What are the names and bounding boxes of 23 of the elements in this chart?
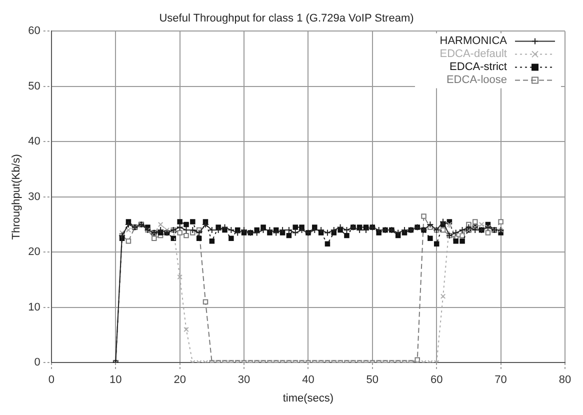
y-tick-label: 10 — [28, 301, 40, 314]
x-tick-label: 80 — [558, 374, 572, 386]
legend-label: EDCA-strict — [450, 61, 507, 74]
y-axis-title: Throughput(Kb/s) — [10, 154, 23, 240]
y-tick-label: 60 — [28, 25, 40, 38]
x-tick-label: 50 — [366, 374, 379, 386]
x-tick-label: 0 — [48, 374, 54, 386]
y-tick-label: 30 — [28, 190, 40, 203]
x-tick-label: 60 — [430, 374, 443, 386]
x-tick-label: 10 — [110, 374, 122, 386]
legend-label: EDCA-loose — [446, 74, 507, 86]
x-tick-label: 70 — [494, 374, 507, 386]
chart-title: Useful Throughput for class 1 (G.729a VoIP Stream) — [159, 12, 414, 25]
y-tick-label: 50 — [28, 80, 40, 92]
x-tick-label: 30 — [238, 374, 250, 386]
y-tick-label: 20 — [28, 246, 40, 258]
x-tick-label: 20 — [174, 374, 186, 386]
legend-label: HARMONICA — [440, 35, 508, 48]
legend-label: EDCA-default — [440, 48, 507, 60]
x-axis-title: time(secs) — [282, 392, 334, 404]
y-tick-label: 40 — [28, 136, 40, 148]
x-tick-label: 40 — [302, 374, 314, 386]
y-tick-label: 0 — [34, 356, 40, 369]
